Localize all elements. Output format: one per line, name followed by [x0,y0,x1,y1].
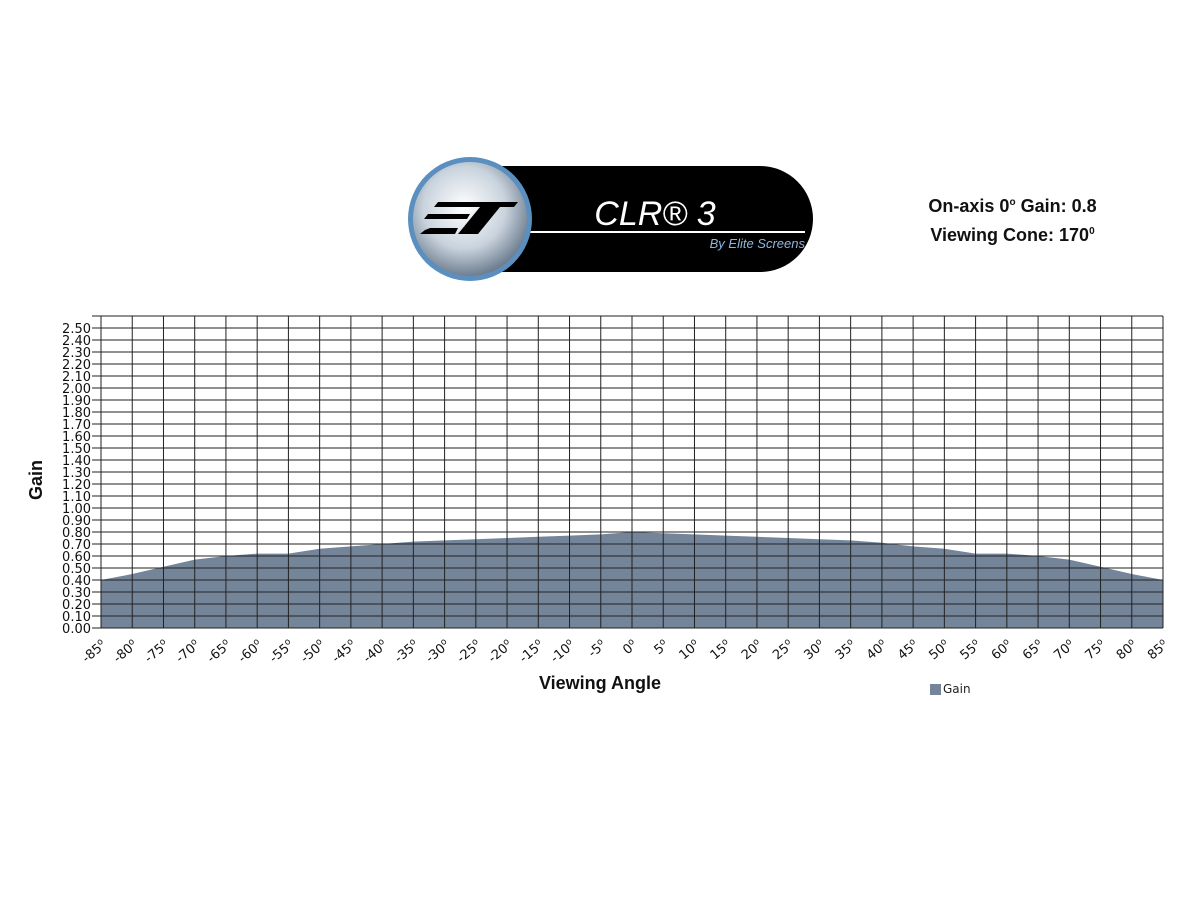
clr3-logo: CLR® 3 By Elite Screens [408,157,813,281]
y-tick-label: 1.00 [62,502,91,517]
x-tick-label: -75o [141,636,172,666]
y-tick-label: 0.90 [62,514,91,529]
x-tick-label: -80o [110,636,141,666]
x-tick-label: 25o [770,636,798,663]
y-tick-label: 0.60 [62,550,91,565]
y-tick-label: 0.70 [62,538,91,553]
x-tick-label: 50o [926,636,954,663]
y-tick-label: 0.40 [62,574,91,589]
y-tick-label: 0.80 [62,526,91,541]
y-tick-label: 1.10 [62,490,91,505]
y-tick-label: 0.50 [62,562,91,577]
logo-tagline: By Elite Screens [710,236,806,251]
x-tick-label: -15o [516,636,547,666]
y-tick-label: 1.30 [62,466,91,481]
x-tick-label: 35o [832,636,860,663]
legend-swatch [930,683,941,695]
y-tick-label: 2.00 [62,382,91,397]
x-tick-label: -30o [422,636,453,666]
legend-label: Gain [943,682,971,696]
y-tick-label: 2.40 [62,334,91,349]
y-tick-label: 1.20 [62,478,91,493]
x-tick-label: 65o [1019,636,1047,663]
x-tick-label: 75o [1082,636,1110,663]
x-tick-label: 30o [801,636,829,663]
x-tick-label: 0o [620,636,641,657]
y-tick-label: 0.00 [62,622,91,637]
x-tick-label: 15o [707,636,735,663]
x-tick-label: 80o [1113,636,1141,663]
x-tick-label: -70o [173,636,204,666]
y-tick-label: 0.30 [62,586,91,601]
viewing-cone: Viewing Cone: 1700 [930,225,1095,245]
y-tick-label: 2.10 [62,370,91,385]
y-tick-label: 0.20 [62,598,91,613]
y-tick-label: 1.80 [62,406,91,421]
elite-screens-mark-icon [420,202,518,234]
y-tick-label: 1.60 [62,430,91,445]
x-tick-label: -45o [329,636,360,666]
x-tick-label: -35o [391,636,422,666]
x-tick-label: -65o [204,636,235,666]
x-tick-label: 85o [1144,636,1172,663]
legend: Gain [930,682,971,696]
y-tick-label: 1.40 [62,454,91,469]
x-tick-label: 70o [1051,636,1079,663]
x-tick-label: 45o [895,636,923,663]
x-tick-label: -20o [485,636,516,666]
x-tick-label: -50o [297,636,328,666]
x-tick-label: -5o [585,636,610,660]
on-axis-gain: On-axis 0o Gain: 0.8 [928,196,1097,216]
x-tick-label: 20o [738,636,766,663]
x-tick-label: 10o [676,636,704,663]
x-tick-label: -40o [360,636,391,666]
logo-product: CLR® 3 [594,195,716,233]
y-tick-label: 1.90 [62,394,91,409]
x-tick-label: 60o [988,636,1016,663]
y-tick-label: 1.50 [62,442,91,457]
x-tick-label: -60o [235,636,266,666]
y-tick-label: 1.70 [62,418,91,433]
x-axis-label: Viewing Angle [539,673,661,693]
x-tick-label: -10o [547,636,578,666]
x-tick-label: -25o [454,636,485,666]
y-tick-label: 2.50 [62,322,91,337]
x-tick-label: 5o [651,636,672,657]
y-tick-label: 2.20 [62,358,91,373]
x-tick-label: 55o [957,636,985,663]
x-tick-label: 40o [863,636,891,663]
y-tick-label: 0.10 [62,610,91,625]
x-tick-label: -85o [79,636,110,666]
x-tick-label: -55o [266,636,297,666]
y-axis-label: Gain [26,460,46,500]
specs-block: On-axis 0o Gain: 0.8 Viewing Cone: 1700 [905,190,1120,248]
y-tick-label: 2.30 [62,346,91,361]
